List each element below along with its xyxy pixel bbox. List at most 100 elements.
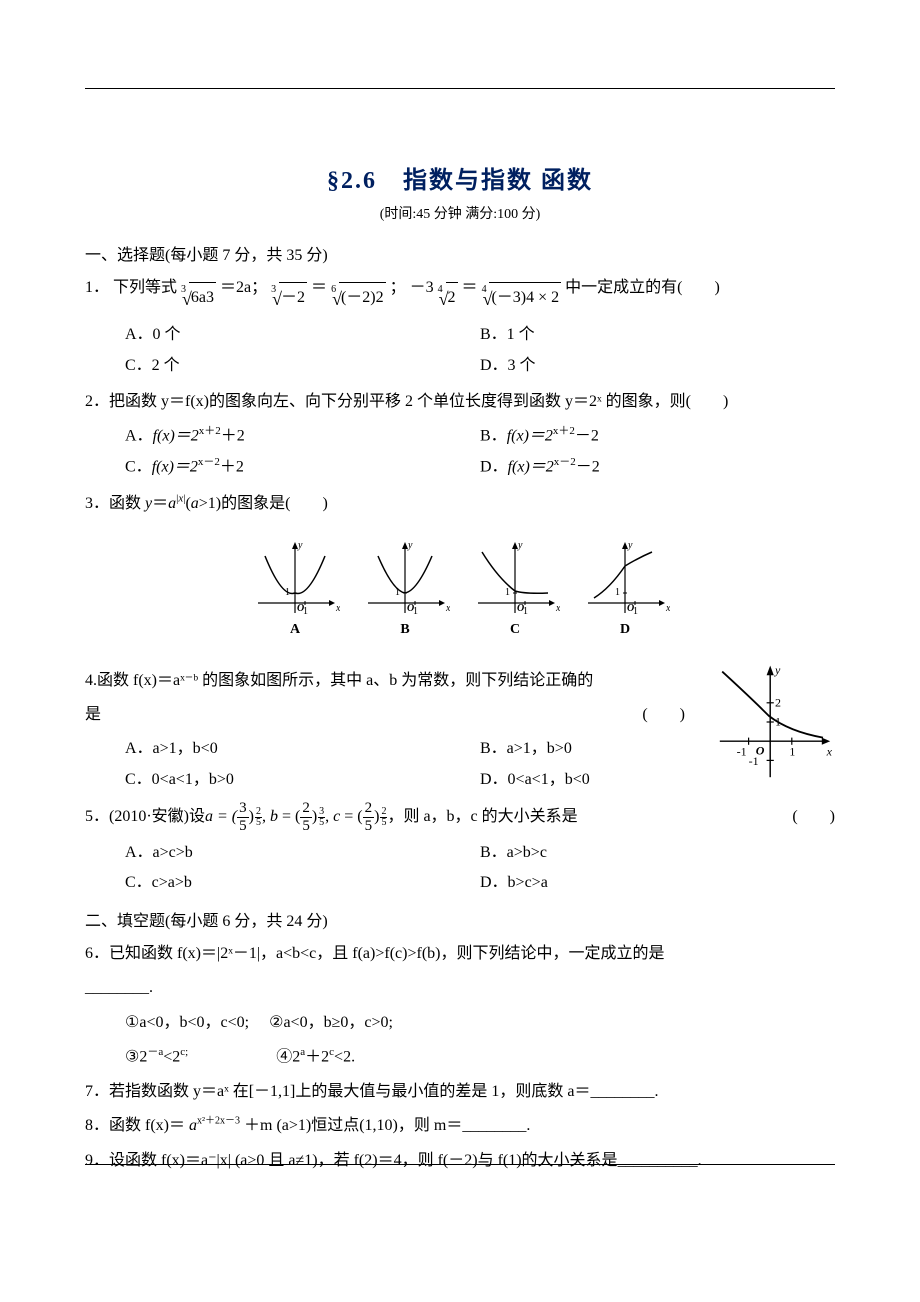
- q1-root3r-rad: (－3)4 × 2: [489, 282, 561, 313]
- svg-text:y: y: [297, 540, 303, 551]
- q5-exp-b: 35: [318, 807, 325, 828]
- question-7: 7．若指数函数 y＝aˣ 在[－1,1]上的最大值与最小值的差是 1，则底数 a…: [85, 1077, 835, 1107]
- section-one-header: 一、选择题(每小题 7 分，共 35 分): [85, 241, 835, 265]
- q1-root2r-rad: (－2)2: [339, 282, 386, 313]
- q2b-sup: x＋2: [553, 425, 575, 437]
- q2a-expr: f(x)＝2: [153, 428, 199, 445]
- q4-opt-a: A．a>1，b<0: [125, 734, 480, 764]
- q2-opt-a: A．f(x)＝2x＋2＋2: [125, 421, 480, 452]
- question-3: 3．函数 y＝a|x|(a>1)的图象是( ): [85, 489, 835, 520]
- question-8: 8．函数 f(x)＝ ax²＋2x－3 ＋m (a>1)恒过点(1,10)，则 …: [85, 1111, 835, 1141]
- q6-i4p: ④2: [276, 1048, 300, 1065]
- q3-label-c: C: [470, 622, 560, 638]
- q7-blank: ________.: [591, 1083, 659, 1100]
- q1-opt-c: C．2 个: [125, 351, 480, 381]
- header-rule: [85, 88, 835, 89]
- q8-exp: x²＋2x－3: [197, 1116, 240, 1127]
- q1-eq1: ＝2a；: [220, 279, 267, 296]
- q5-comma1: , b = (: [262, 802, 300, 832]
- q6-items-2: ③2－a<2c; ④2a＋2c<2.: [85, 1042, 835, 1073]
- q6-i3p: ③2: [125, 1048, 147, 1065]
- q9-blank: __________.: [618, 1152, 702, 1169]
- q2c-tail: ＋2: [220, 458, 244, 475]
- q5-exp-a: 25: [255, 807, 262, 828]
- q6-items-1: ①a<0，b<0，c<0; ②a<0，b≥0，c>0;: [85, 1008, 835, 1038]
- svg-text:y: y: [517, 540, 523, 551]
- footer-rule: [85, 1164, 835, 1165]
- q8-base: a: [189, 1117, 197, 1134]
- q6-blank: ________.: [85, 973, 835, 1003]
- q6-i1: ①a<0，b<0，c<0;: [125, 1014, 249, 1031]
- q5-opt-a: A．a>c>b: [125, 838, 480, 868]
- q2d-expr: f(x)＝2: [508, 458, 554, 475]
- q2b-expr: f(x)＝2: [507, 428, 553, 445]
- q1-opt-a: A．0 个: [125, 320, 480, 350]
- question-1: 1． 下列等式 3 √ 6a3 ＝2a； 3 √ －2 ＝ 6 √ (－2)2 …: [85, 273, 835, 316]
- section-two-header: 二、填空题(每小题 6 分，共 24 分): [85, 907, 835, 931]
- svg-text:1: 1: [789, 744, 795, 758]
- q2b-tail: －2: [575, 428, 599, 445]
- q5-prefix: 5．(2010·安徽)设: [85, 802, 205, 832]
- q5-rp-a: ): [249, 802, 254, 832]
- question-6: 6．已知函数 f(x)＝|2ˣ－1|，a<b<c，且 f(a)>f(c)>f(b…: [85, 939, 835, 969]
- question-9: 9．设函数 f(x)＝a⁻|x| (a>0 且 a≠1)，若 f(2)＝4，则 …: [85, 1146, 835, 1176]
- q2d-tail: －2: [576, 458, 600, 475]
- q2b-label: B．: [480, 428, 507, 445]
- q2a-sup: x＋2: [199, 425, 221, 437]
- q2c-expr: f(x)＝2: [152, 458, 198, 475]
- svg-text:1: 1: [413, 606, 418, 617]
- q1-options: A．0 个 B．1 个 C．2 个 D．3 个: [85, 320, 835, 381]
- svg-text:x: x: [445, 603, 450, 614]
- question-5: 5．(2010·安徽)设 a = ( 35 ) 25 , b = ( 25 ) …: [85, 801, 835, 834]
- q1-eq2: ＝: [311, 279, 327, 296]
- q5-a: a = (: [205, 802, 237, 832]
- q2-options: A．f(x)＝2x＋2＋2 B．f(x)＝2x＋2－2 C．f(x)＝2x－2＋…: [85, 421, 835, 482]
- q1-opt-b: B．1 个: [480, 320, 835, 350]
- q5-rp-c: ): [374, 802, 379, 832]
- q3-graph-d: x y O 1 1 D: [580, 538, 670, 638]
- q2-opt-b: B．f(x)＝2x＋2－2: [480, 421, 835, 452]
- q1-root2l: 3 √ －2: [271, 282, 307, 316]
- question-2: 2．把函数 y＝f(x)的图象向左、向下分别平移 2 个单位长度得到函数 y＝2…: [85, 387, 835, 417]
- q4-left: 是: [85, 700, 101, 730]
- q3-graph-b: x y O 1 1 B: [360, 538, 450, 638]
- q1-root2l-rad: －2: [279, 282, 307, 313]
- q5-options: A．a>c>b B．a>b>c C．c>a>b D．b>c>a: [85, 838, 835, 899]
- q6-i3s2: c;: [180, 1046, 188, 1058]
- q2c-label: C．: [125, 458, 152, 475]
- q1-coef3: －3: [410, 279, 434, 296]
- q5-frac-b: 25: [300, 801, 312, 834]
- q2-opt-c: C．f(x)＝2x－2＋2: [125, 452, 480, 483]
- q5-mid: ，则 a，b，c 的大小关系是: [387, 802, 577, 832]
- svg-text:1: 1: [303, 606, 308, 617]
- q2c-sup: x－2: [198, 456, 220, 468]
- q8-prefix: 8．函数 f(x)＝: [85, 1117, 185, 1134]
- q5-comma2: , c = (: [325, 802, 362, 832]
- q2a-tail: ＋2: [221, 428, 245, 445]
- q4-text2: 是 ( ): [85, 700, 835, 730]
- svg-text:1: 1: [615, 587, 620, 598]
- q6-i3s: －a: [147, 1046, 163, 1058]
- q1-root3r: 4 √ (－3)4 × 2: [482, 282, 562, 316]
- svg-text:-1: -1: [749, 754, 759, 768]
- q5-exp-c: 25: [380, 807, 387, 828]
- svg-text:y: y: [407, 540, 413, 551]
- q2-opt-d: D．f(x)＝2x－2－2: [480, 452, 835, 483]
- q6-i2: ②a<0，b≥0，c>0;: [269, 1014, 393, 1031]
- q1-root3l-rad: 2: [446, 282, 458, 313]
- q9-text: 9．设函数 f(x)＝a⁻|x| (a>0 且 a≠1)，若 f(2)＝4，则 …: [85, 1152, 618, 1169]
- q6-i4m: ＋2: [305, 1048, 329, 1065]
- q4-right: ( ): [642, 700, 685, 730]
- q1-root2r: 6 √ (－2)2: [331, 282, 386, 316]
- q1-eq3: ＝: [462, 279, 478, 296]
- svg-text:x: x: [555, 603, 560, 614]
- q1-number: 1．: [85, 279, 109, 296]
- q2d-label: D．: [480, 458, 508, 475]
- page-subtitle: (时间:45 分钟 满分:100 分): [85, 203, 835, 223]
- q5-opt-b: B．a>b>c: [480, 838, 835, 868]
- q4-text1: 4.函数 f(x)＝aˣ⁻ᵇ 的图象如图所示，其中 a、b 为常数，则下列结论正…: [85, 666, 835, 696]
- q1-suffix: 中一定成立的有( ): [565, 279, 720, 296]
- page-title: §2.6 指数与指数 函数: [85, 160, 835, 195]
- q1-root3l: 4 √ 2: [438, 282, 458, 316]
- svg-text:1: 1: [633, 606, 638, 617]
